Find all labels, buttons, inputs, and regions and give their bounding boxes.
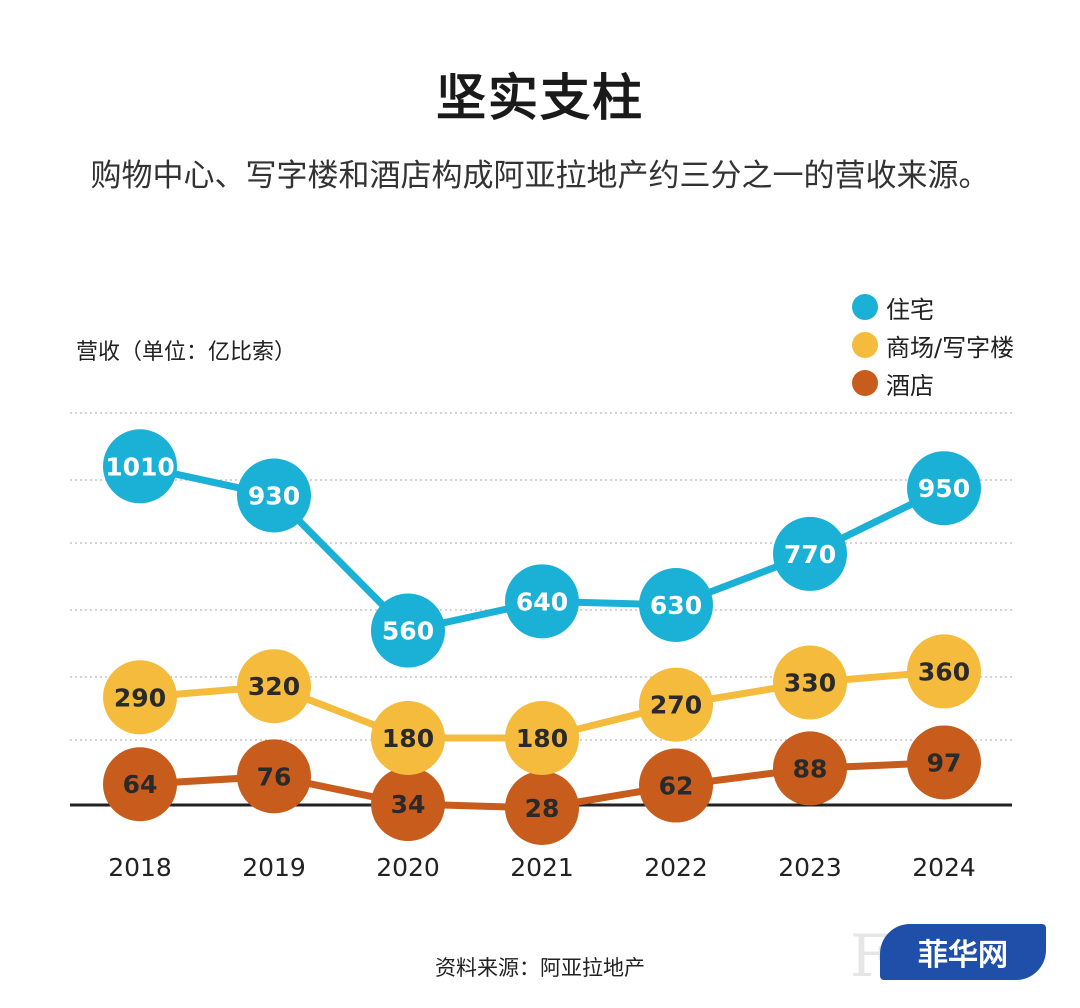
- data-label-residential: 640: [516, 587, 568, 616]
- data-label-residential: 950: [918, 474, 970, 503]
- data-point-mall: [371, 701, 445, 775]
- legend: 住宅 商场/写字楼 酒店: [852, 288, 1014, 402]
- chart-subtitle: 购物中心、写字楼和酒店构成阿亚拉地产约三分之一的营收来源。: [90, 158, 990, 194]
- x-tick-label: 2021: [510, 853, 574, 882]
- data-label-hotel: 88: [793, 754, 828, 783]
- data-point-mall: [773, 645, 847, 720]
- data-label-mall: 180: [382, 724, 434, 753]
- data-point-residential: [237, 458, 311, 533]
- data-point-hotel: [907, 725, 981, 800]
- legend-label-residential: 住宅: [886, 295, 934, 324]
- source-note: 资料来源：阿亚拉地产: [435, 956, 645, 980]
- data-label-hotel: 64: [123, 770, 158, 799]
- x-tick-label: 2023: [778, 853, 842, 882]
- data-label-mall: 290: [114, 683, 166, 712]
- data-markers: 64 76 34 28 62 88 97 290 320 180 180 270 330 360 1010 9…: [103, 429, 981, 845]
- watermark-logo-text: 菲华网: [918, 938, 1008, 973]
- legend-item-residential: 住宅: [852, 288, 1014, 326]
- data-point-hotel: [371, 767, 445, 842]
- data-label-mall: 320: [248, 672, 300, 701]
- legend-swatch-mall: [852, 332, 878, 358]
- chart-title: 坚实支柱: [436, 69, 644, 127]
- data-point-mall: [639, 667, 713, 742]
- data-label-mall: 270: [650, 691, 702, 720]
- legend-swatch-residential: [852, 294, 878, 320]
- data-label-residential: 770: [784, 540, 836, 569]
- data-label-residential: 930: [248, 482, 300, 511]
- y-axis-unit-label: 营收（单位：亿比索）: [76, 340, 297, 365]
- data-point-hotel: [237, 739, 311, 814]
- data-label-residential: 560: [382, 617, 434, 646]
- data-point-hotel: [639, 748, 713, 823]
- x-tick-label: 2024: [912, 853, 976, 882]
- x-axis: 2018 2019 2020 2021 2022 2023 2024: [108, 853, 976, 882]
- data-label-hotel: 97: [927, 748, 962, 777]
- data-label-residential: 630: [650, 591, 702, 620]
- x-tick-label: 2018: [108, 853, 172, 882]
- x-tick-label: 2019: [242, 853, 306, 882]
- data-label-hotel: 76: [257, 762, 292, 791]
- data-point-hotel: [505, 771, 579, 845]
- legend-label-hotel: 酒店: [886, 371, 934, 400]
- x-tick-label: 2020: [376, 853, 440, 882]
- data-point-residential: [103, 429, 177, 504]
- data-label-mall: 180: [516, 724, 568, 753]
- legend-item-mall: 商场/写字楼: [852, 326, 1014, 364]
- data-label-mall: 360: [918, 657, 970, 686]
- data-point-mall: [505, 701, 579, 775]
- data-point-hotel: [773, 731, 847, 806]
- x-tick-label: 2022: [644, 853, 708, 882]
- legend-item-hotel: 酒店: [852, 364, 1014, 402]
- data-label-residential: 1010: [105, 452, 175, 481]
- data-point-residential: [907, 451, 981, 526]
- data-point-mall: [103, 660, 177, 735]
- data-point-residential: [773, 516, 847, 591]
- data-label-hotel: 62: [659, 772, 694, 801]
- data-label-hotel: 28: [525, 794, 560, 823]
- data-point-residential: [505, 564, 579, 639]
- data-point-residential: [371, 593, 445, 668]
- data-point-hotel: [103, 747, 177, 822]
- data-point-mall: [907, 634, 981, 709]
- data-label-hotel: 34: [391, 790, 426, 819]
- data-point-residential: [639, 568, 713, 642]
- legend-label-mall: 商场/写字楼: [886, 333, 1015, 362]
- legend-swatch-hotel: [852, 370, 878, 396]
- data-label-mall: 330: [784, 669, 836, 698]
- data-point-mall: [237, 649, 311, 724]
- watermark-logo: 菲华网: [880, 924, 1046, 980]
